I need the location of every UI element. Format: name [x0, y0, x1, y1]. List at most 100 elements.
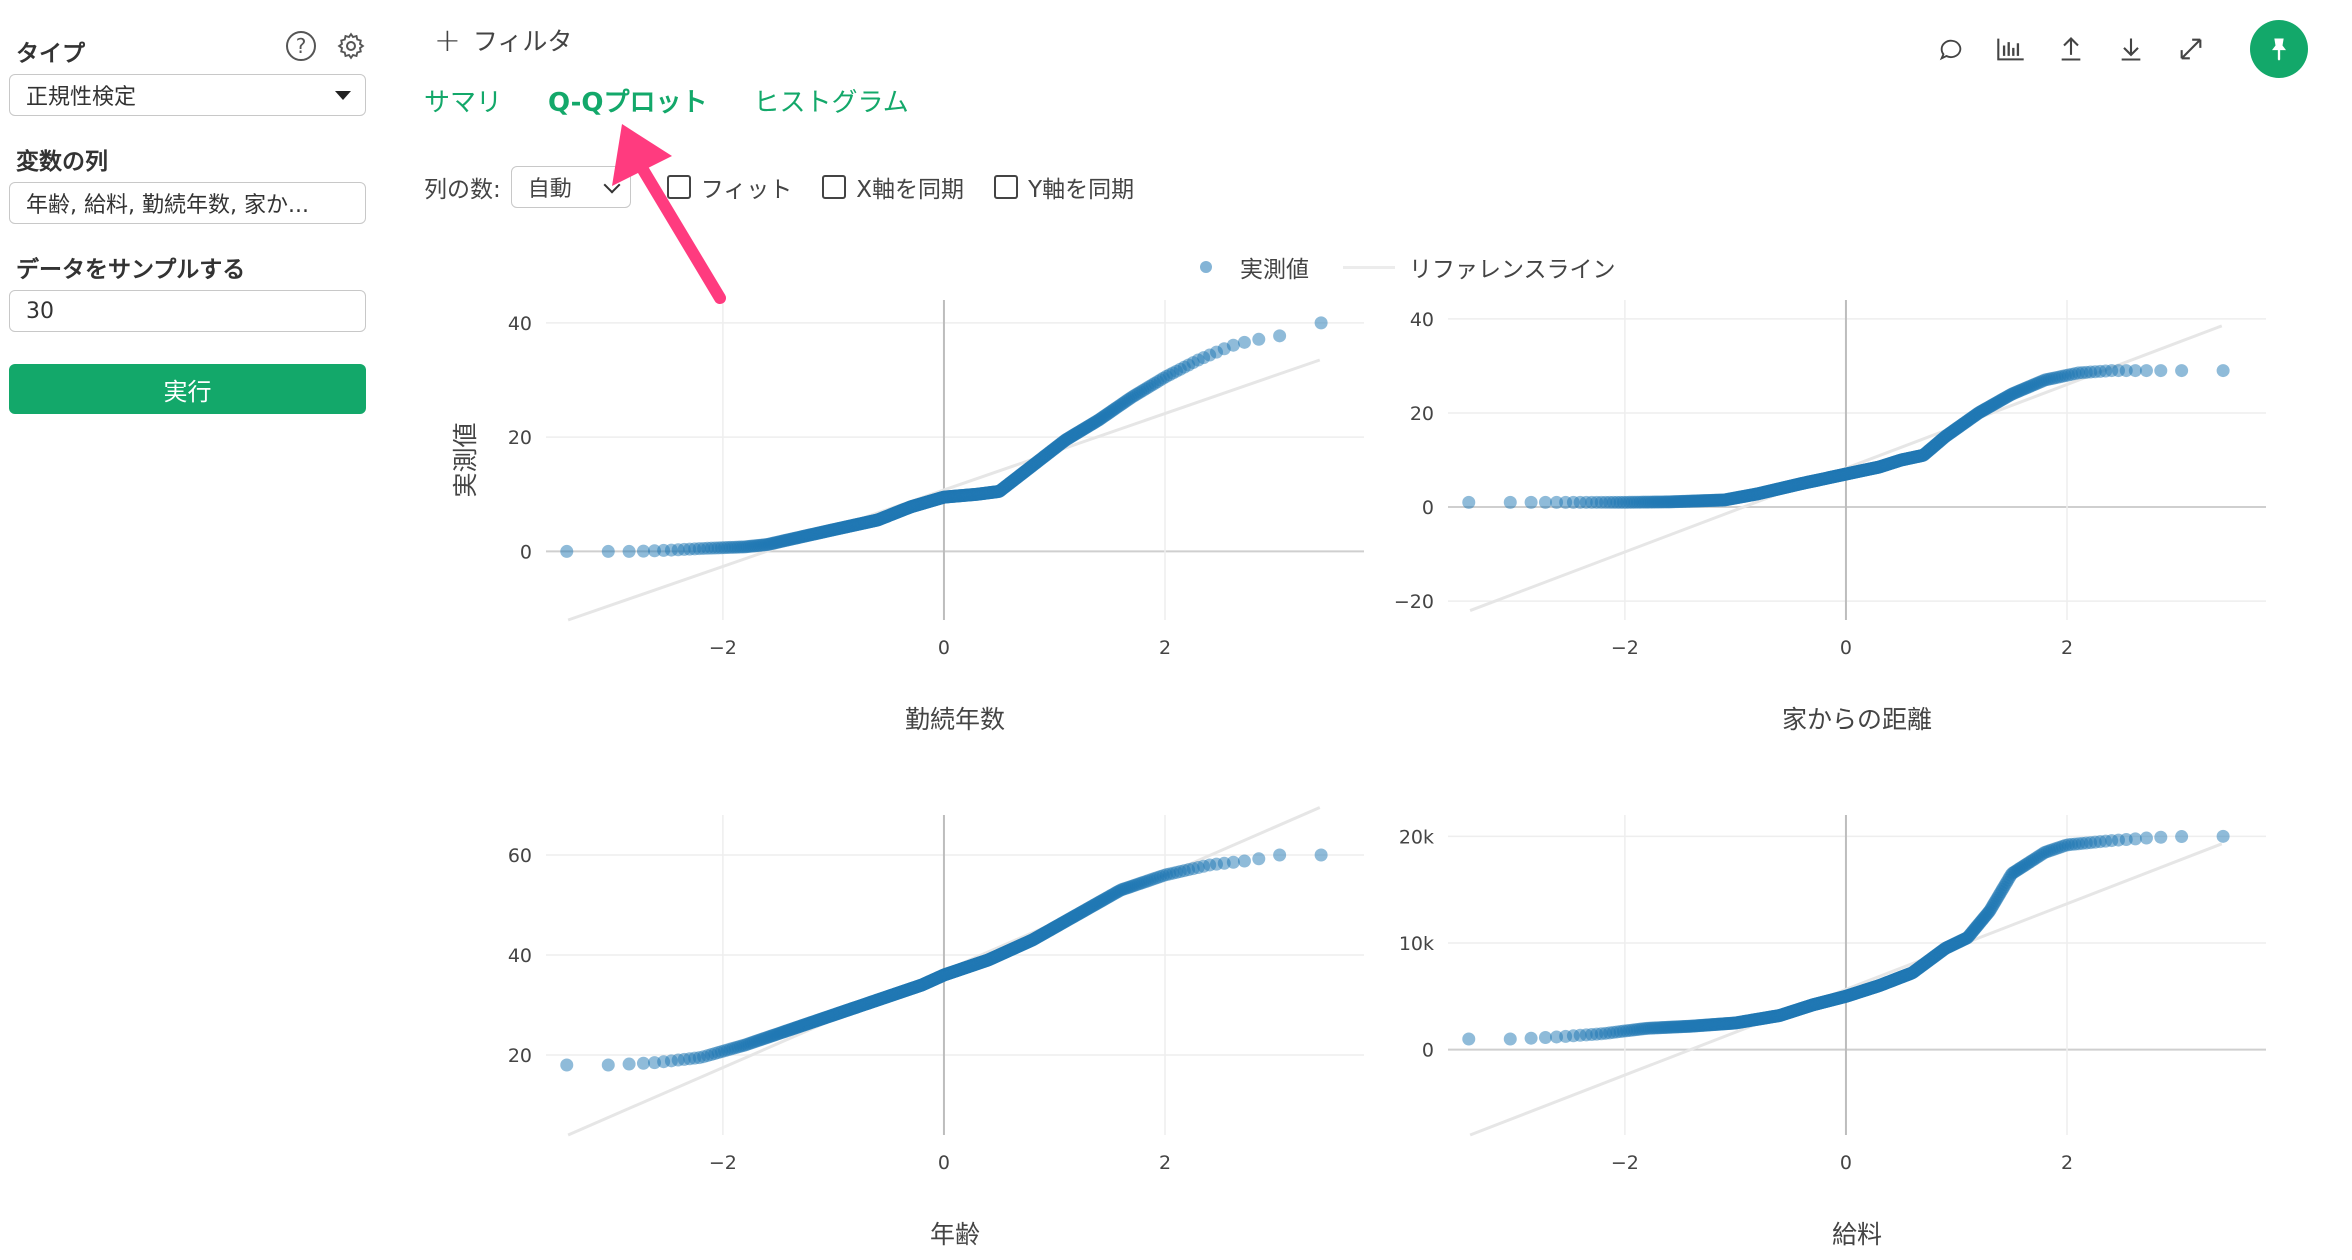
data-point[interactable]: [560, 544, 574, 558]
y-tick-label: 20: [508, 1045, 532, 1067]
y-tick-label: 40: [508, 313, 532, 335]
data-point[interactable]: [560, 1058, 574, 1072]
sample-input[interactable]: 30: [9, 290, 366, 332]
sync-y-checkbox[interactable]: Y軸を同期: [994, 170, 1134, 204]
legend-observed-marker[interactable]: [1200, 261, 1212, 273]
data-point[interactable]: [1273, 848, 1287, 862]
data-point[interactable]: [601, 544, 615, 558]
y-tick-label: 0: [520, 541, 532, 563]
data-point[interactable]: [636, 544, 650, 558]
x-tick-label: 2: [2061, 1152, 2073, 1174]
expand-icon[interactable]: [2176, 34, 2206, 64]
x-tick-label: −2: [709, 1152, 737, 1174]
chart-title: 給料: [1832, 1220, 1882, 1249]
type-select[interactable]: 正規性検定: [9, 74, 366, 116]
y-tick-label: 0: [1422, 1040, 1434, 1062]
chart-title: 勤続年数: [905, 705, 1005, 734]
fit-label: フィット: [700, 177, 793, 203]
sync-x-checkbox[interactable]: X軸を同期: [822, 170, 964, 204]
fit-checkbox-box[interactable]: [666, 175, 691, 199]
data-point[interactable]: [622, 544, 636, 558]
data-point[interactable]: [1503, 1032, 1517, 1046]
pin-icon[interactable]: [2250, 20, 2308, 78]
data-point[interactable]: [2175, 830, 2189, 844]
legend-reference-label[interactable]: リファレンスライン: [1409, 257, 1616, 283]
x-tick-label: −2: [1611, 1152, 1639, 1174]
data-point[interactable]: [1538, 495, 1552, 509]
data-point[interactable]: [636, 1056, 650, 1070]
x-tick-label: 0: [938, 1152, 950, 1174]
data-point[interactable]: [2175, 364, 2189, 378]
variable-columns-input[interactable]: 年齢, 給料, 勤続年数, 家か...: [9, 182, 366, 224]
x-tick-label: 2: [1159, 1152, 1171, 1174]
data-point[interactable]: [1462, 1032, 1476, 1046]
data-point[interactable]: [2139, 364, 2153, 378]
run-button[interactable]: 実行: [9, 364, 366, 414]
data-point[interactable]: [1503, 495, 1517, 509]
columns-select-value: 自動: [527, 177, 572, 202]
data-point[interactable]: [1226, 338, 1240, 352]
upload-icon[interactable]: [2056, 34, 2086, 64]
data-point[interactable]: [622, 1057, 636, 1071]
qq-chart-4: 0 10k 20k −2 0 2 給料: [1399, 815, 2266, 1249]
tab-histogram[interactable]: ヒストグラム: [753, 88, 909, 118]
chart-title: 年齢: [930, 1220, 980, 1249]
data-point[interactable]: [2119, 364, 2133, 378]
data-point[interactable]: [2216, 364, 2230, 378]
data-point[interactable]: [1524, 1031, 1538, 1045]
data-point[interactable]: [1462, 495, 1476, 509]
fit-checkbox[interactable]: フィット: [666, 170, 793, 204]
data-point[interactable]: [1252, 332, 1266, 346]
sample-label: データをサンプルする: [16, 257, 246, 283]
sync-y-checkbox-box[interactable]: [994, 175, 1019, 199]
legend-reference-marker[interactable]: [1343, 265, 1395, 269]
download-icon[interactable]: [2116, 34, 2146, 64]
data-point[interactable]: [2139, 831, 2153, 845]
data-point[interactable]: [2216, 829, 2230, 843]
data-point[interactable]: [2154, 830, 2168, 844]
observed-points: [560, 848, 1328, 1072]
data-point[interactable]: [1524, 495, 1538, 509]
sidebar: タイプ ? 正規性検定 変数の列 年齢, 給料, 勤続年数, 家か... データ…: [0, 0, 378, 1260]
data-point[interactable]: [1226, 855, 1240, 869]
data-point[interactable]: [1237, 854, 1251, 868]
data-point[interactable]: [1237, 335, 1251, 349]
y-tick-label: 40: [1410, 309, 1434, 331]
data-point[interactable]: [1314, 848, 1328, 862]
question-circle-icon[interactable]: ?: [286, 31, 316, 61]
data-point[interactable]: [2128, 364, 2142, 378]
tab-qq-plot[interactable]: Q-Qプロット: [548, 88, 708, 118]
data-point[interactable]: [601, 1058, 615, 1072]
columns-select[interactable]: 自動: [510, 166, 631, 208]
data-point[interactable]: [648, 544, 662, 558]
data-point[interactable]: [2154, 364, 2168, 378]
gear-icon[interactable]: [336, 31, 366, 61]
filter-button[interactable]: + フィルタ: [434, 22, 572, 58]
reference-line: [567, 358, 1321, 622]
data-point[interactable]: [1538, 1030, 1552, 1044]
sync-x-checkbox-box[interactable]: [822, 175, 847, 199]
data-point[interactable]: [1550, 495, 1564, 509]
qq-chart-1: 0 20 40 −2 0 2 勤続年数 実測値: [451, 300, 1364, 734]
chart-title: 家からの距離: [1782, 705, 1932, 734]
data-point[interactable]: [1252, 852, 1266, 866]
observed-points: [560, 316, 1328, 558]
variable-columns-label: 変数の列: [16, 149, 108, 175]
chart-legend: 実測値 リファレンスライン: [1200, 250, 1616, 284]
data-point[interactable]: [2128, 832, 2142, 846]
x-tick-label: 2: [1159, 637, 1171, 659]
data-point[interactable]: [1273, 329, 1287, 343]
type-label: タイプ: [16, 41, 85, 67]
bar-chart-icon[interactable]: [1996, 34, 2026, 64]
y-tick-label: −20: [1394, 591, 1434, 613]
observed-points: [1462, 364, 2230, 509]
legend-observed-label[interactable]: 実測値: [1240, 257, 1309, 283]
y-tick-label: 60: [508, 845, 532, 867]
sample-input-value: 30: [26, 298, 54, 324]
y-tick-label: 20: [508, 427, 532, 449]
x-tick-label: 2: [2061, 637, 2073, 659]
tab-summary[interactable]: サマリ: [424, 88, 503, 118]
comment-icon[interactable]: [1936, 34, 1966, 64]
data-point[interactable]: [1314, 316, 1328, 330]
